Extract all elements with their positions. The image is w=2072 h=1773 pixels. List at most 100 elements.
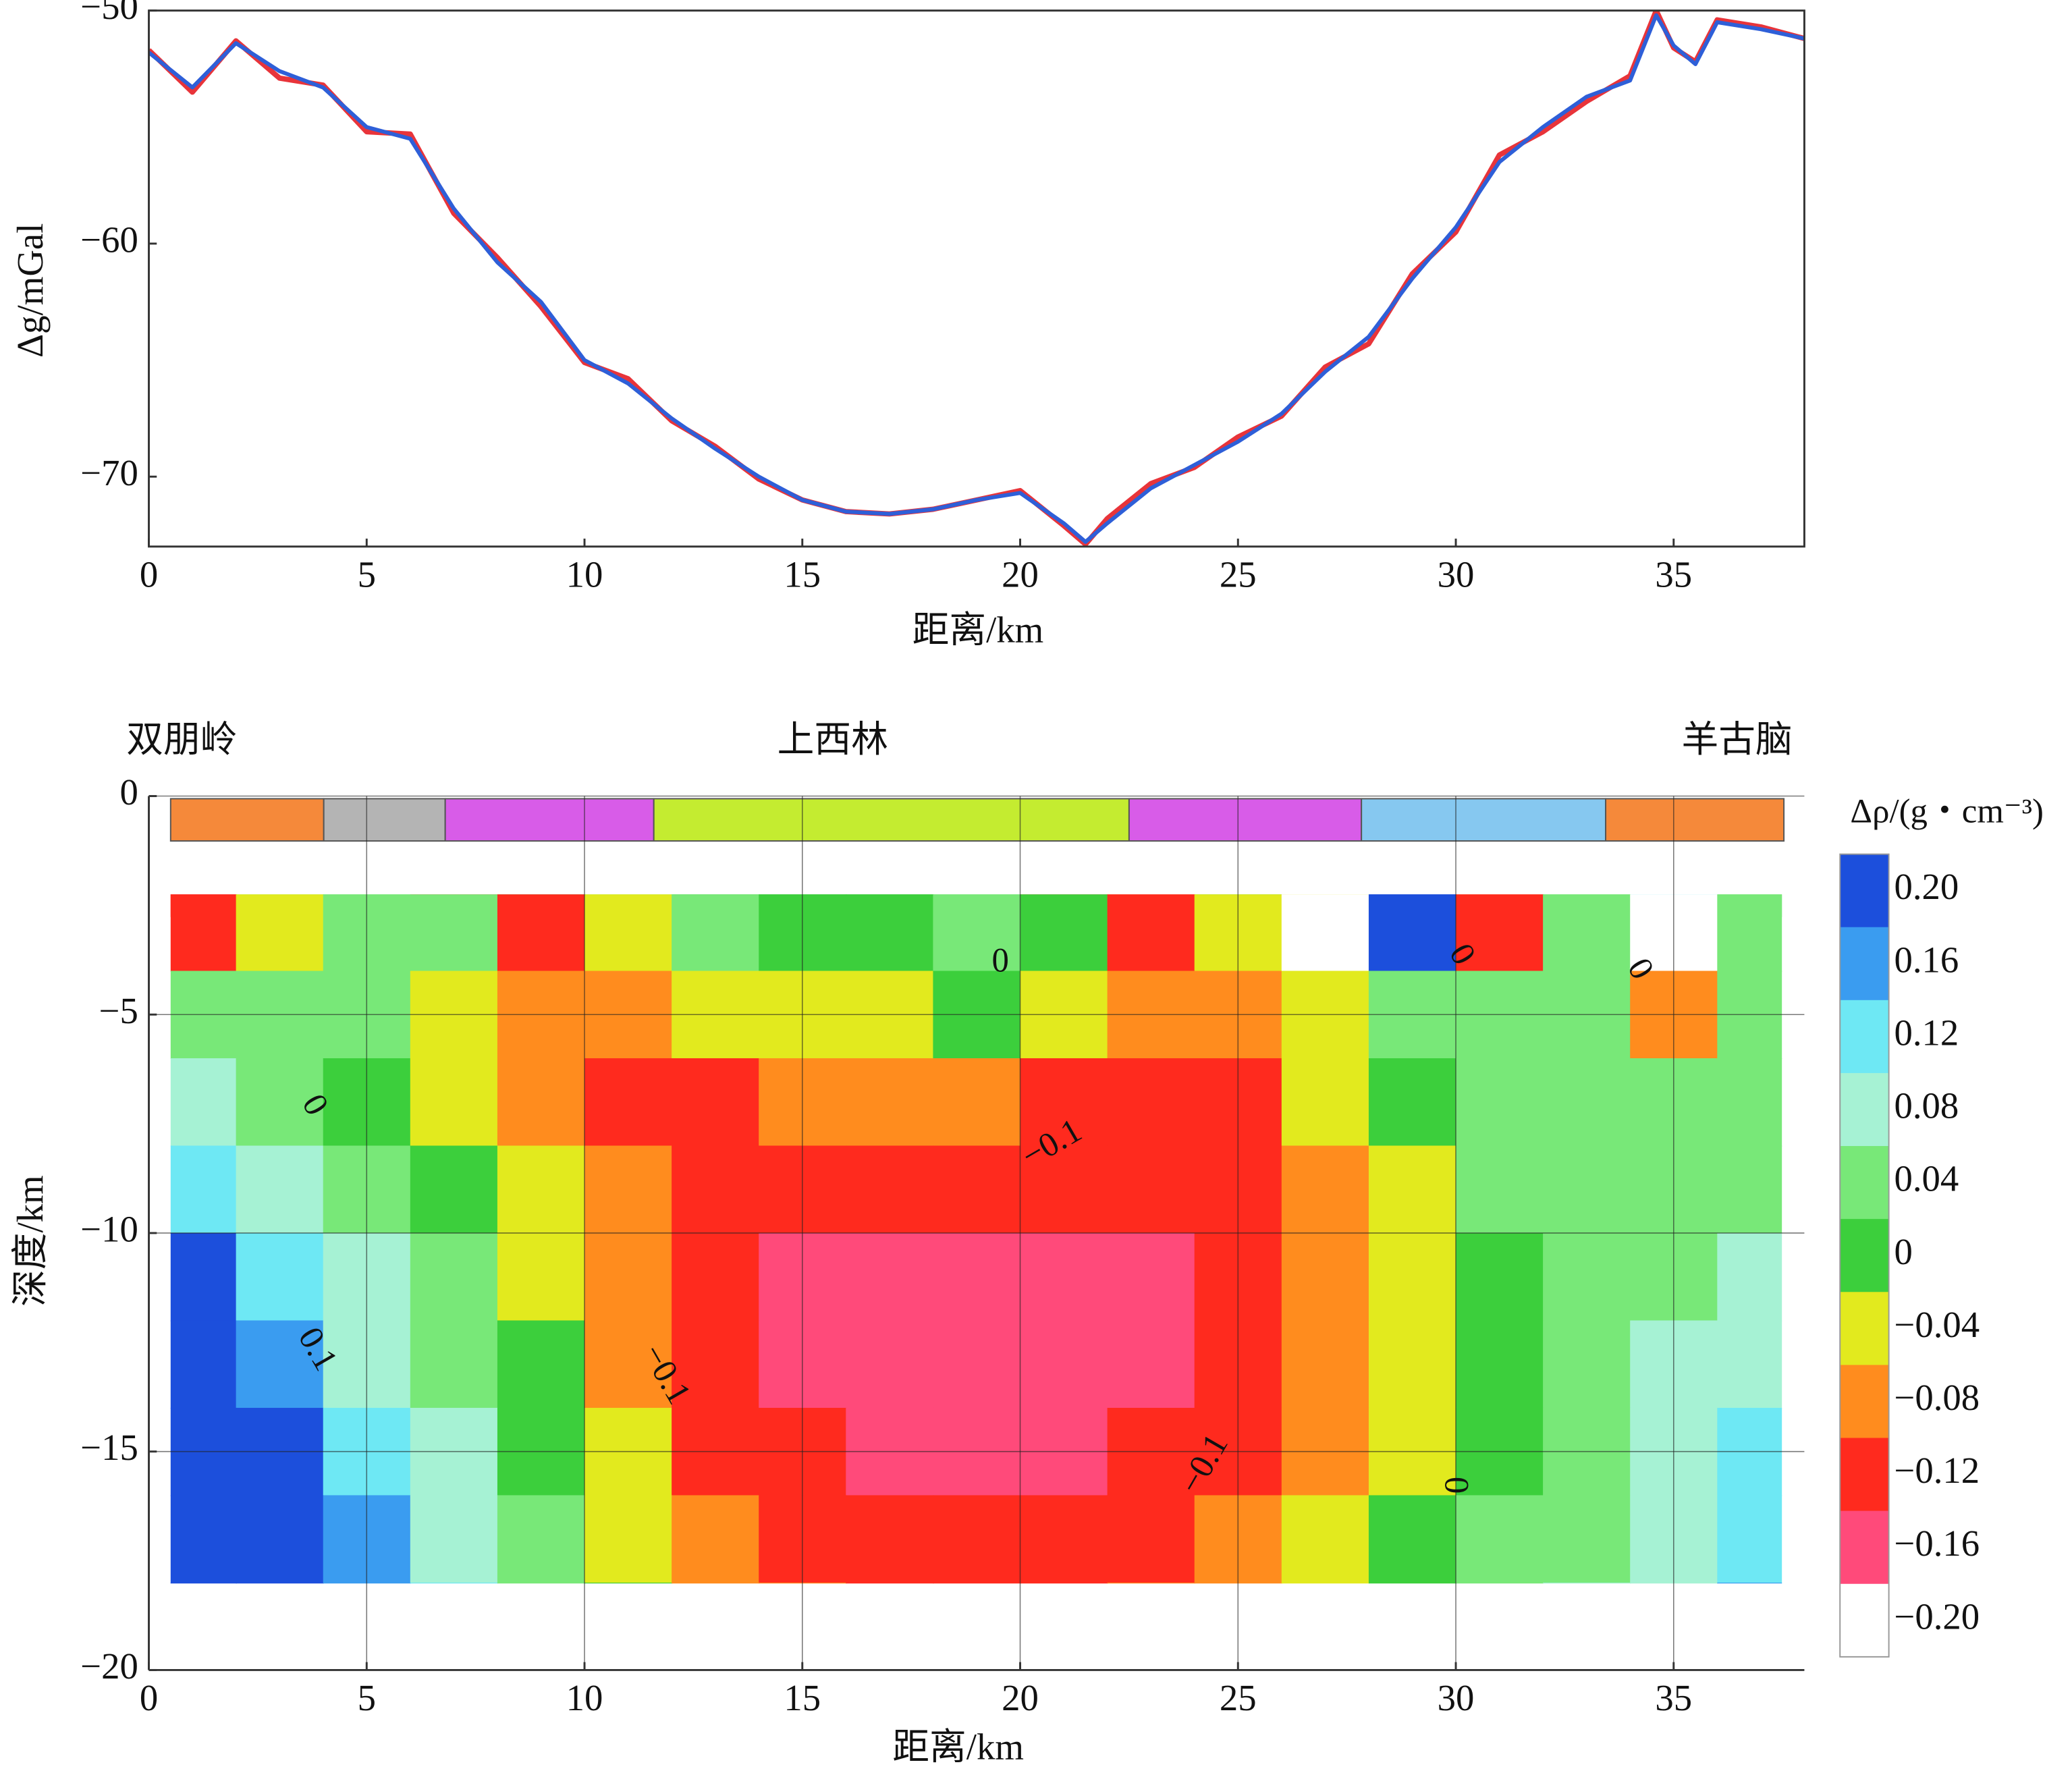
x-tick-label: 20 [1002,1677,1039,1718]
density-cell [1368,1058,1457,1147]
density-cell [1717,1058,1782,1147]
density-cell [1543,1145,1631,1234]
density-cell [1020,1145,1108,1234]
density-cell [1281,894,1370,972]
density-cell [1368,1320,1457,1409]
y-tick-label: −15 [80,1427,138,1468]
profile-lines [148,10,1805,547]
density-cell [236,894,324,972]
place-label: 上西林 [778,719,888,760]
x-tick-label: 20 [1002,553,1039,595]
colorbar-band [1840,854,1889,928]
density-cell [584,1232,673,1321]
colorbar-tick-label: 0.04 [1894,1158,1959,1199]
density-cell [1107,1495,1195,1584]
density-cell [584,1495,673,1584]
colorbar-tick-label: −0.16 [1894,1523,1980,1564]
density-cell [1020,894,1108,972]
density-cell [1543,1232,1631,1321]
density-cell [1368,1232,1457,1321]
density-cell [497,1320,586,1409]
density-cell [410,1495,499,1584]
density-cell [1717,1232,1782,1321]
density-cell [1456,1320,1544,1409]
density-cell [1281,1495,1370,1584]
y-tick-label: −5 [99,990,138,1031]
density-cell [410,1320,499,1409]
density-cell [236,1058,324,1147]
colorbar-band [1840,1438,1889,1512]
x-tick-label: 5 [358,1677,376,1718]
density-cell [1456,1495,1544,1584]
colorbar-tick-label: −0.20 [1894,1595,1980,1637]
density-cell [1717,894,1782,972]
x-tick-label: 10 [566,553,603,595]
density-cell [1717,1145,1782,1234]
density-cell [1281,1058,1370,1147]
density-cell [1543,1320,1631,1409]
x-tick-label: 35 [1655,1677,1692,1718]
density-cell [672,1145,760,1234]
density-cell [1020,1320,1108,1409]
density-cell [584,1058,673,1147]
y-tick-label: −10 [80,1209,138,1250]
x-tick-label: 0 [140,553,158,595]
colorbar-band [1840,1072,1889,1147]
density-cell [170,1058,237,1147]
density-cell [1020,1495,1108,1584]
x-tick-label: 10 [566,1677,603,1718]
colorbar-band [1840,1219,1889,1293]
x-tick-label: 15 [784,1677,821,1718]
colorbar-tick-label: −0.08 [1894,1377,1980,1418]
x-tick-label: 30 [1438,1677,1475,1718]
x-tick-label: 25 [1220,1677,1257,1718]
colorbar-frame [1839,853,1890,1658]
y-tick-label: −60 [80,219,138,260]
density-cell [1368,1495,1457,1584]
colorbar-band [1840,1146,1889,1220]
density-cell [497,1495,586,1584]
density-cell [236,1232,324,1321]
density-field [170,894,1782,1584]
density-cell [1020,1058,1108,1147]
density-cell [170,1320,237,1409]
density-cell [1717,1495,1782,1584]
y-tick-label: −20 [80,1645,138,1687]
density-cell [1543,894,1631,972]
density-cell [1107,894,1195,972]
density-cell [497,1232,586,1321]
density-cell [672,1232,760,1321]
x-tick-label: 0 [140,1677,158,1718]
density-cell [170,1232,237,1321]
density-cell [672,894,760,972]
density-cell [170,894,237,972]
density-cell [1107,1145,1195,1234]
x-tick-label: 5 [358,553,376,595]
density-cell [497,894,586,972]
x-tick-label: 30 [1438,553,1475,595]
density-cell [933,1058,1021,1147]
density-cell [846,1320,934,1409]
density-cell [933,1320,1021,1409]
density-cell [1456,1145,1544,1234]
colorbar-title: Δρ/(g・cm⁻³) [1850,792,2044,830]
density-cell [846,1145,934,1234]
density-cell [1107,1232,1195,1321]
density-cell [1456,1058,1544,1147]
strata-bar [169,798,1785,842]
density-cell [1368,1145,1457,1234]
colorbar-band [1840,1510,1889,1585]
density-cell [846,1495,934,1584]
profile-line [148,13,1805,544]
y-axis-label: 深度/km [9,1175,51,1307]
density-cell [497,1058,586,1147]
density-cell [410,1145,499,1234]
colorbar-tick-label: −0.12 [1894,1450,1980,1491]
density-cell [1107,1058,1195,1147]
density-cell [1456,894,1544,972]
density-cell [170,1145,237,1234]
x-tick-label: 35 [1655,553,1692,595]
density-cell [1717,1320,1782,1409]
density-cell [584,894,673,972]
